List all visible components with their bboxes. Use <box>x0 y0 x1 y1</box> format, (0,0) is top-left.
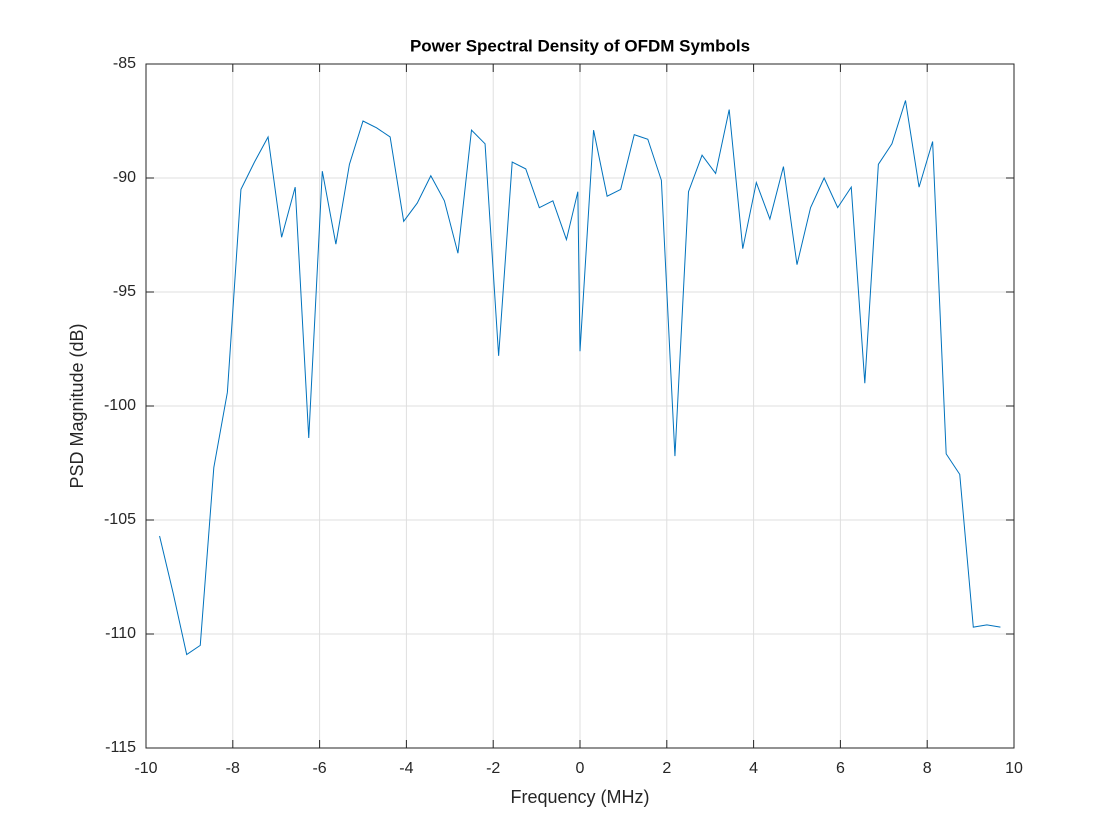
x-tick-label: -4 <box>399 760 413 777</box>
x-tick-label: -10 <box>134 760 157 777</box>
x-tick-label: -8 <box>226 760 240 777</box>
y-tick-label: -90 <box>113 169 136 186</box>
x-axis-label: Frequency (MHz) <box>510 787 649 807</box>
y-tick-label: -95 <box>113 283 136 300</box>
x-tick-label: 0 <box>576 760 585 777</box>
data-line <box>159 100 1001 656</box>
y-axis-label: PSD Magnitude (dB) <box>67 323 87 488</box>
x-tick-label: 6 <box>836 760 845 777</box>
y-tick-label: -105 <box>104 511 136 528</box>
x-tick-label: 4 <box>749 760 758 777</box>
y-tick-label: -85 <box>113 55 136 72</box>
y-tick-label: -110 <box>105 625 136 642</box>
x-tick-label: 8 <box>923 760 932 777</box>
x-tick-label: 2 <box>662 760 671 777</box>
x-tick-label: 10 <box>1005 760 1023 777</box>
y-tick-label: -115 <box>105 739 136 756</box>
x-tick-label: -6 <box>312 760 326 777</box>
y-tick-label: -100 <box>104 397 136 414</box>
x-tick-label: -2 <box>486 760 500 777</box>
chart-title: Power Spectral Density of OFDM Symbols <box>410 36 750 55</box>
plot-frame <box>145 63 1015 749</box>
